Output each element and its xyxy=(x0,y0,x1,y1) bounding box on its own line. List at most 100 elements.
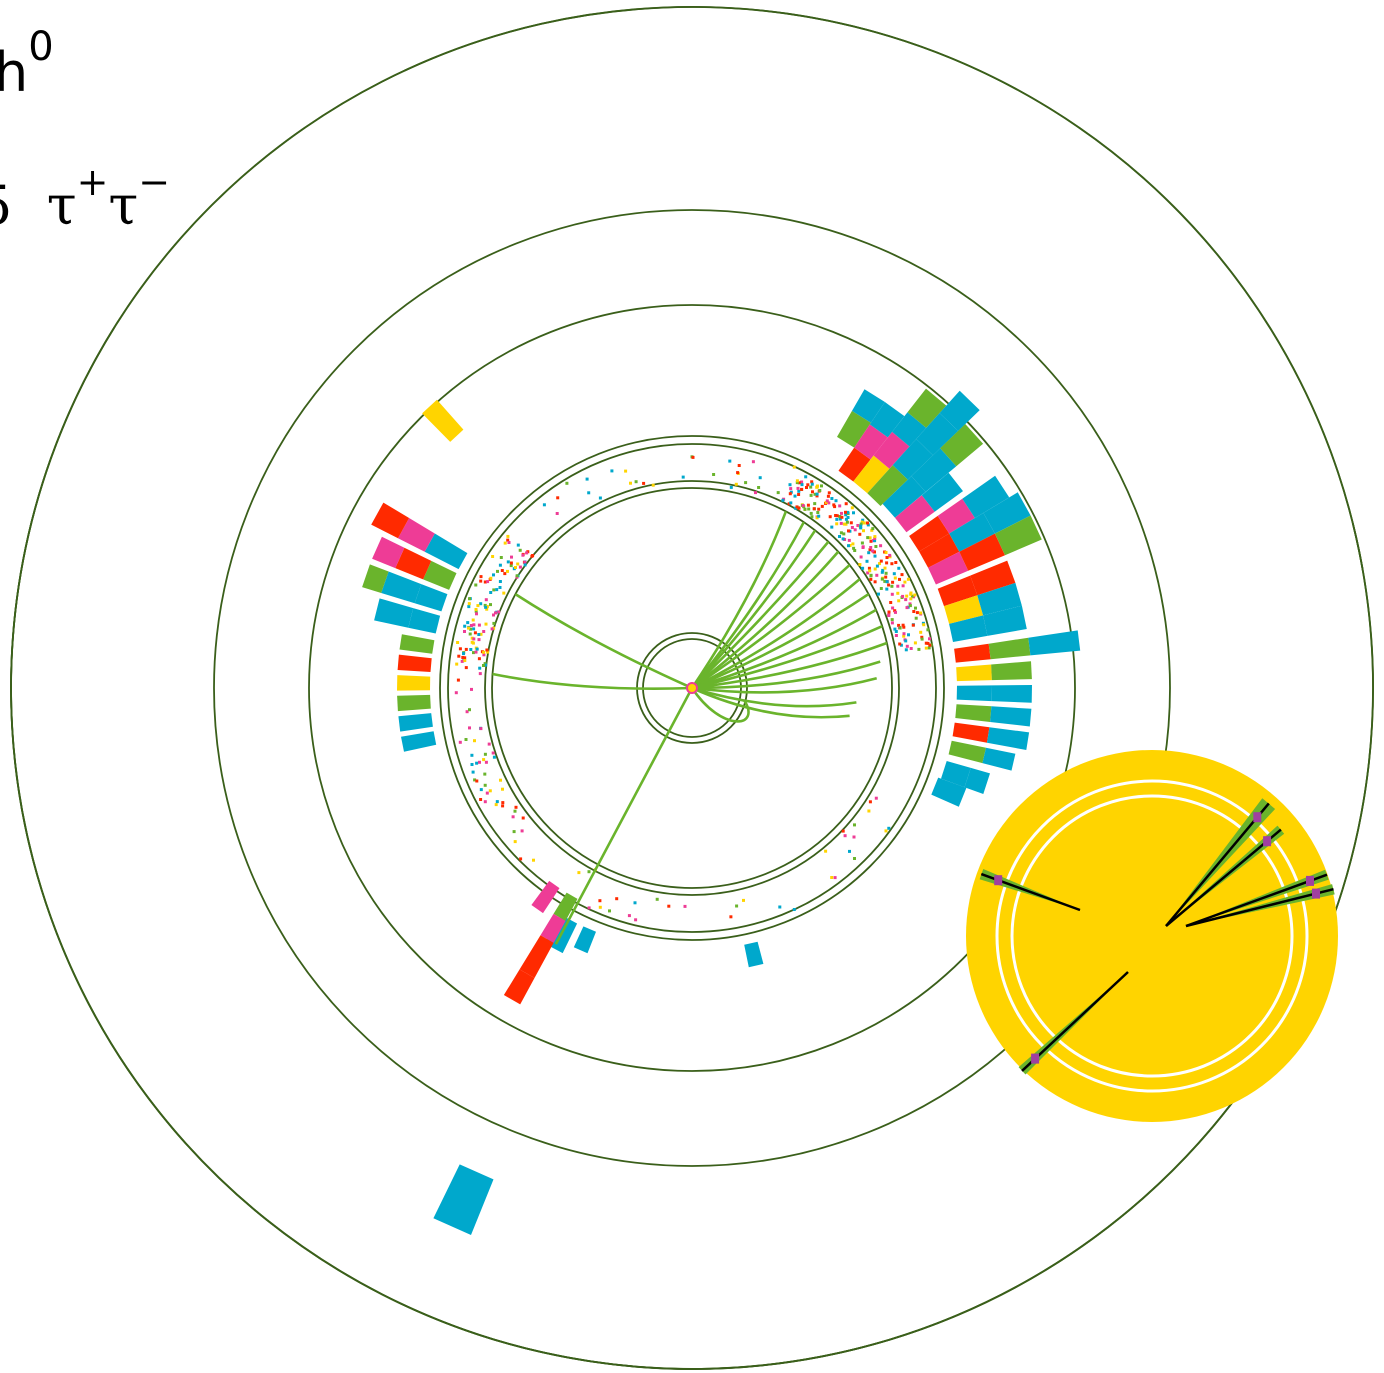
tracker-hit xyxy=(470,636,474,640)
tracker-hit xyxy=(792,908,796,911)
calorimeter-cell xyxy=(990,706,1032,727)
tracker-hit xyxy=(817,514,821,518)
tracker-hit xyxy=(525,551,529,555)
tracker-hit xyxy=(587,870,591,874)
tracker-hit xyxy=(830,876,834,879)
tracker-hit xyxy=(917,647,921,651)
calorimeter-cell xyxy=(873,431,910,469)
tracker-hit xyxy=(474,608,478,611)
tracker-hit xyxy=(887,583,891,587)
tracker-hit xyxy=(471,618,475,622)
tracker-hit xyxy=(896,584,900,588)
tracker-hit xyxy=(830,497,834,500)
tracker-hit xyxy=(884,575,888,579)
tracker-hit xyxy=(835,514,839,518)
tracker-hit xyxy=(905,594,909,598)
calorimeter-cell xyxy=(944,595,984,624)
tracker-hit xyxy=(800,483,804,487)
tracker-hit xyxy=(492,621,496,625)
tracker-hit xyxy=(482,630,486,633)
calorimeter-cell xyxy=(962,475,1010,518)
tracker-hit xyxy=(890,621,894,625)
tracker-hit xyxy=(920,635,924,639)
tracker-hit xyxy=(495,588,499,592)
tracker-hit xyxy=(859,522,863,526)
tracker-hit xyxy=(898,626,902,630)
tracker-hit xyxy=(667,904,671,908)
tracker-hit xyxy=(871,549,875,553)
tracker-hit xyxy=(466,621,470,625)
calorimeter-cell xyxy=(964,767,990,794)
tracker-hit xyxy=(856,524,860,527)
calorimeter-cell xyxy=(399,634,435,654)
tracker-hit xyxy=(474,583,478,587)
tracker-hit xyxy=(920,637,924,641)
tracker-hit xyxy=(478,672,482,676)
tracker-hit xyxy=(914,606,917,610)
tracker-hit xyxy=(479,798,483,801)
tracker-hit xyxy=(919,630,923,634)
calorimeter-cell xyxy=(381,571,422,604)
tau-plus-charge: + xyxy=(76,160,109,204)
tracker-hit xyxy=(585,477,589,481)
calorimeter-cell xyxy=(928,551,969,585)
tracker-hit xyxy=(506,534,510,538)
tracker-hit xyxy=(865,559,869,563)
tracker-hit xyxy=(797,493,801,496)
tracker-hit xyxy=(873,537,877,540)
tracker-hit xyxy=(878,562,881,566)
tracker-hit xyxy=(825,499,829,503)
tracker-hit xyxy=(518,548,522,552)
outer-ring-arc xyxy=(10,6,1364,1370)
tracker-hit xyxy=(839,531,843,535)
tracker-hit xyxy=(809,493,813,497)
tracker-hit xyxy=(651,483,655,487)
tracker-hit xyxy=(853,857,856,860)
tracker-hit xyxy=(598,905,602,909)
tracker-hit xyxy=(608,909,611,913)
tracker-hit xyxy=(818,489,822,492)
jet-track xyxy=(691,593,870,690)
tracker-hit xyxy=(788,483,792,487)
tracker-hit xyxy=(838,515,842,518)
tracker-hit xyxy=(846,510,850,514)
tracker-hit xyxy=(820,504,824,508)
tracker-hit xyxy=(728,459,732,463)
tracker-hit xyxy=(468,708,471,712)
tracker-hit xyxy=(898,642,902,646)
tau-plus-symbol: τ xyxy=(46,174,77,237)
tracker-hit xyxy=(894,610,897,614)
tracker-hit xyxy=(893,609,897,613)
tracker-hit xyxy=(797,481,801,485)
tracker-hit xyxy=(485,607,489,611)
tracker-hit xyxy=(530,554,534,558)
tracker-hit xyxy=(844,517,848,521)
tracker-hit xyxy=(734,482,738,486)
calorimeter-cell xyxy=(983,605,1027,636)
calorimeter-cell xyxy=(937,498,975,534)
tracker-hit xyxy=(860,520,864,524)
calorimeter-cell xyxy=(852,389,885,423)
tracker-hit xyxy=(861,518,865,522)
detector-ring xyxy=(213,209,1171,1167)
tracker-hit xyxy=(873,539,877,543)
tracker-hit xyxy=(871,527,875,531)
tracker-hit xyxy=(514,566,517,569)
tracker-hit xyxy=(827,501,831,505)
tracker-hit xyxy=(492,573,495,577)
calorimeter-cell xyxy=(991,685,1032,703)
inset-ring xyxy=(995,779,1309,1093)
tracker-hit xyxy=(888,553,892,557)
tracker-hit xyxy=(903,580,907,584)
tracker-hit xyxy=(495,800,499,804)
tracker-hit xyxy=(556,496,560,500)
tracker-hit xyxy=(491,751,495,755)
tracker-hit xyxy=(874,545,878,548)
tracker-hit xyxy=(890,592,894,596)
tracker-hit xyxy=(858,563,862,566)
tracker-hit xyxy=(483,752,487,756)
tracker-hit xyxy=(896,591,900,595)
tracker-hit xyxy=(922,623,926,627)
calorimeter-cell xyxy=(955,704,992,722)
